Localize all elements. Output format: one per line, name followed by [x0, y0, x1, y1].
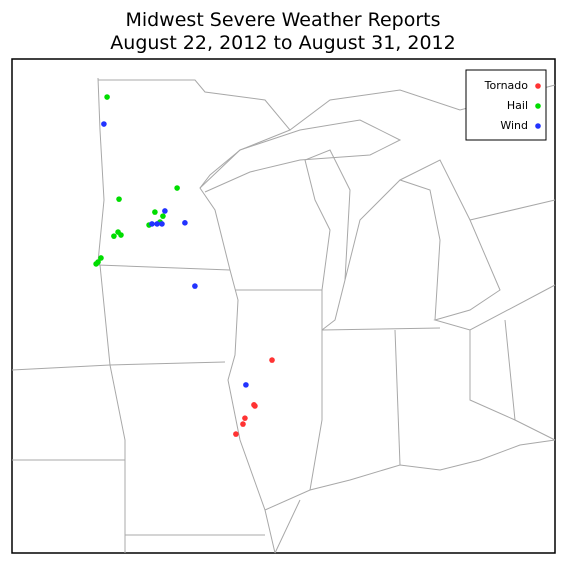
legend-swatch: [535, 123, 541, 129]
report-point: [192, 283, 198, 289]
chart-title: Midwest Severe Weather Reports: [125, 9, 440, 31]
report-point: [154, 221, 160, 227]
legend-swatch: [535, 103, 541, 109]
report-point: [162, 208, 168, 214]
report-point: [243, 382, 249, 388]
legend-label: Wind: [500, 119, 528, 132]
report-point: [104, 94, 110, 100]
legend-swatch: [535, 83, 541, 89]
report-point: [233, 431, 239, 437]
report-point: [98, 255, 104, 261]
report-point: [118, 232, 124, 238]
chart-subtitle: August 22, 2012 to August 31, 2012: [110, 32, 455, 54]
report-point: [240, 421, 246, 427]
legend-label: Tornado: [484, 79, 529, 92]
legend-label: Hail: [507, 99, 528, 112]
report-point: [242, 415, 248, 421]
boundaries: [11, 77, 556, 554]
report-point: [159, 221, 165, 227]
legend: Tornado Hail Wind: [465, 69, 547, 141]
report-point: [101, 121, 107, 127]
report-point: [116, 196, 122, 202]
report-point: [174, 185, 180, 191]
report-point: [111, 233, 117, 239]
report-point: [152, 209, 158, 215]
report-point: [269, 357, 275, 363]
report-point: [93, 261, 99, 267]
legend-box: [465, 69, 547, 141]
report-point: [149, 221, 155, 227]
report-point: [182, 220, 188, 226]
report-point: [251, 402, 257, 408]
report-point: [160, 213, 166, 219]
map-frame: [11, 58, 556, 554]
